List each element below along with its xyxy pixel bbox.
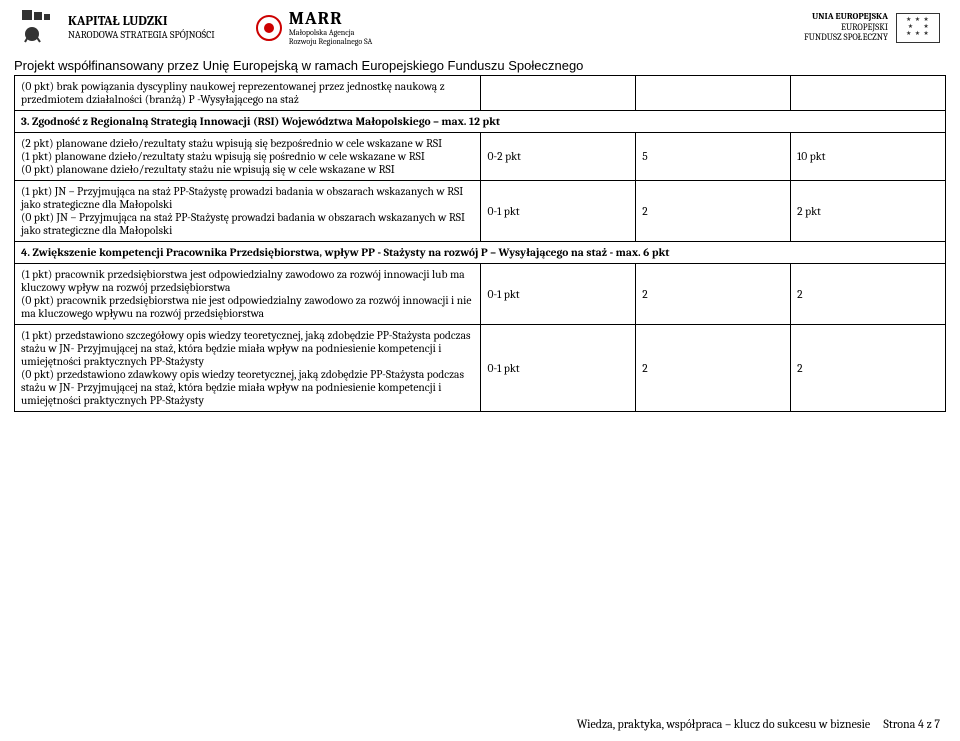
table-row: (1 pkt) pracownik przedsiębiorstwa jest … [15, 264, 946, 325]
eu-flag-icon: ★ ★ ★★ ★★ ★ ★ [896, 13, 940, 43]
section-row: 4. Zwiększenie kompetencji Pracownika Pr… [15, 242, 946, 264]
marr-icon [255, 14, 283, 42]
criterion-desc: (2 pkt) planowane dzieło/rezultaty stażu… [15, 133, 481, 181]
cell-empty [481, 76, 636, 111]
eu-line1: UNIA EUROPEJSKA [804, 12, 888, 23]
cell-empty [636, 76, 791, 111]
table-row: (0 pkt) brak powiązania dyscypliny nauko… [15, 76, 946, 111]
criterion-desc: (1 pkt) JN – Przyjmująca na staż PP-Staż… [15, 181, 481, 242]
points-range: 0-2 pkt [481, 133, 636, 181]
logo-marr: MARR Małopolska Agencja Rozwoju Regional… [255, 9, 373, 46]
logo-kapital-ludzki: KAPITAŁ LUDZKI NARODOWA STRATEGIA SPÓJNO… [20, 8, 215, 48]
max-points: 10 pkt [791, 133, 946, 181]
main-content: (0 pkt) brak powiązania dyscypliny nauko… [0, 75, 960, 412]
table-row: (1 pkt) przedstawiono szczegółowy opis w… [15, 325, 946, 412]
section-row: 3. Zgodność z Regionalną Strategią Innow… [15, 111, 946, 133]
criterion-desc: (0 pkt) brak powiązania dyscypliny nauko… [15, 76, 481, 111]
cell-empty [791, 76, 946, 111]
page-number: Strona 4 z 7 [883, 717, 940, 731]
weight: 5 [636, 133, 791, 181]
page-footer: Wiedza, praktyka, współpraca – klucz do … [577, 717, 940, 731]
points-range: 0-1 pkt [481, 325, 636, 412]
table-row: (2 pkt) planowane dzieło/rezultaty stażu… [15, 133, 946, 181]
points-range: 0-1 pkt [481, 264, 636, 325]
footer-text: Wiedza, praktyka, współpraca – klucz do … [577, 717, 870, 731]
marr-sub2: Rozwoju Regionalnego SA [289, 38, 373, 47]
weight: 2 [636, 181, 791, 242]
kl-subtitle: NARODOWA STRATEGIA SPÓJNOŚCI [68, 30, 215, 41]
weight: 2 [636, 325, 791, 412]
criterion-desc: (1 pkt) pracownik przedsiębiorstwa jest … [15, 264, 481, 325]
project-cofinance-line: Projekt współfinansowany przez Unię Euro… [0, 56, 960, 75]
kapital-ludzki-icon [20, 8, 60, 48]
logo-eu: UNIA EUROPEJSKA EUROPEJSKI FUNDUSZ SPOŁE… [804, 12, 940, 44]
max-points: 2 [791, 325, 946, 412]
weight: 2 [636, 264, 791, 325]
page-header: KAPITAŁ LUDZKI NARODOWA STRATEGIA SPÓJNO… [0, 0, 960, 56]
section-3-header: 3. Zgodność z Regionalną Strategią Innow… [15, 111, 946, 133]
max-points: 2 [791, 264, 946, 325]
max-points: 2 pkt [791, 181, 946, 242]
evaluation-table: (0 pkt) brak powiązania dyscypliny nauko… [14, 75, 946, 412]
criterion-desc: (1 pkt) przedstawiono szczegółowy opis w… [15, 325, 481, 412]
points-range: 0-1 pkt [481, 181, 636, 242]
eu-line3: FUNDUSZ SPOŁECZNY [804, 33, 888, 44]
kl-title: KAPITAŁ LUDZKI [68, 15, 215, 29]
section-4-header: 4. Zwiększenie kompetencji Pracownika Pr… [15, 242, 946, 264]
table-row: (1 pkt) JN – Przyjmująca na staż PP-Staż… [15, 181, 946, 242]
marr-title: MARR [289, 9, 373, 29]
eu-line2: EUROPEJSKI [804, 23, 888, 34]
